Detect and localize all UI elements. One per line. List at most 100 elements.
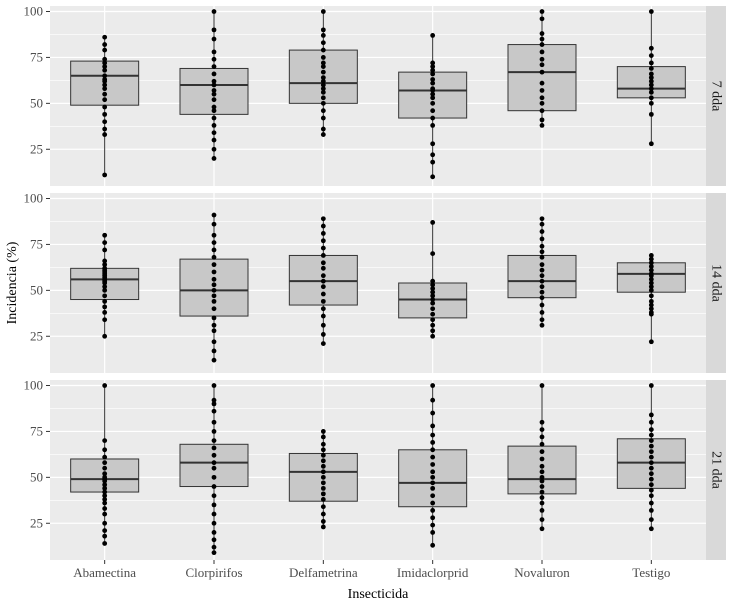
data-point xyxy=(539,469,545,475)
data-point xyxy=(539,508,545,513)
data-point xyxy=(648,141,654,147)
data-point xyxy=(211,397,217,403)
data-point xyxy=(211,254,217,260)
data-point xyxy=(539,309,545,315)
data-point xyxy=(430,32,436,38)
data-point xyxy=(430,462,436,467)
data-point xyxy=(102,528,108,534)
data-point xyxy=(648,82,654,88)
data-point xyxy=(102,541,108,546)
data-point xyxy=(430,515,436,521)
data-point xyxy=(430,60,436,66)
data-point xyxy=(430,317,436,323)
data-point xyxy=(211,269,217,275)
data-point xyxy=(539,517,545,522)
data-point xyxy=(211,27,217,33)
data-point xyxy=(211,276,217,282)
data-point xyxy=(430,469,436,475)
y-tick-label: 50 xyxy=(30,95,43,110)
box xyxy=(507,44,577,112)
data-point xyxy=(648,89,654,95)
data-point xyxy=(648,271,654,277)
data-point xyxy=(102,232,108,238)
data-point xyxy=(211,88,217,93)
data-point xyxy=(320,216,326,222)
data-point xyxy=(320,260,326,266)
data-point xyxy=(102,317,108,323)
data-point xyxy=(211,408,217,414)
data-point xyxy=(102,460,108,466)
data-point xyxy=(211,108,217,114)
data-point xyxy=(211,322,217,328)
data-point xyxy=(430,86,436,92)
data-point xyxy=(539,221,545,227)
data-point xyxy=(320,524,326,530)
data-point xyxy=(648,471,654,477)
data-point xyxy=(539,495,545,500)
data-point xyxy=(320,452,326,458)
facet-strip xyxy=(706,193,726,373)
data-point xyxy=(102,104,108,110)
data-point xyxy=(648,412,654,418)
data-point xyxy=(539,254,545,260)
data-point xyxy=(320,126,326,132)
data-point xyxy=(102,126,108,132)
data-point xyxy=(320,496,326,502)
y-tick-label: 100 xyxy=(24,378,44,393)
data-point xyxy=(211,97,217,103)
data-point xyxy=(430,100,436,106)
data-point xyxy=(102,132,108,137)
data-point xyxy=(539,117,545,123)
y-tick-label: 25 xyxy=(30,328,43,343)
data-point xyxy=(320,511,326,517)
data-point xyxy=(211,511,217,517)
data-point xyxy=(320,115,326,121)
data-point xyxy=(539,302,545,308)
data-point xyxy=(102,172,108,178)
data-point xyxy=(539,278,545,284)
data-point xyxy=(648,517,654,522)
data-point xyxy=(211,438,217,444)
data-point xyxy=(211,56,217,62)
data-point xyxy=(320,485,326,491)
data-point xyxy=(430,454,436,460)
data-point xyxy=(430,71,436,77)
data-point xyxy=(102,333,108,339)
data-point xyxy=(320,306,326,312)
data-point xyxy=(102,496,108,502)
data-point xyxy=(211,49,217,55)
data-point xyxy=(211,146,217,152)
data-point xyxy=(648,287,654,293)
data-point xyxy=(430,397,436,403)
data-point xyxy=(539,463,545,469)
data-point xyxy=(211,78,217,84)
data-point xyxy=(430,333,436,339)
data-point xyxy=(320,291,326,297)
data-point xyxy=(211,293,217,299)
data-point xyxy=(539,500,545,506)
data-point xyxy=(539,267,545,273)
data-point xyxy=(430,141,436,147)
data-point xyxy=(648,454,654,460)
data-point xyxy=(320,55,326,60)
data-point xyxy=(539,243,545,249)
data-point xyxy=(320,78,326,84)
data-point xyxy=(320,273,326,279)
data-point xyxy=(539,62,545,68)
data-point xyxy=(211,474,217,480)
data-point xyxy=(211,91,217,97)
data-point xyxy=(539,449,545,455)
data-point xyxy=(648,60,654,66)
x-tick-label: Delfametrina xyxy=(289,565,358,580)
data-point xyxy=(211,232,217,238)
data-point xyxy=(102,86,108,92)
data-point xyxy=(539,56,545,62)
data-point xyxy=(320,27,326,33)
data-point xyxy=(102,119,108,125)
data-point xyxy=(102,471,108,477)
data-point xyxy=(211,156,217,161)
data-point xyxy=(102,489,108,495)
data-point xyxy=(102,111,108,117)
data-point xyxy=(320,69,326,75)
